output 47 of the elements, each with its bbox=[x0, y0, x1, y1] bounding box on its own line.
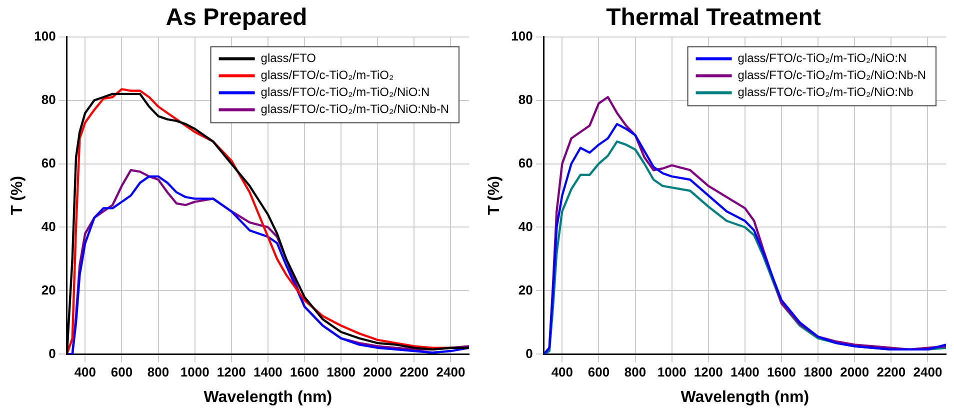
x-tick-label: 800 bbox=[147, 364, 170, 380]
y-tick-label: 80 bbox=[41, 92, 56, 107]
x-tick-label: 2000 bbox=[363, 364, 392, 380]
x-tick-label: 1000 bbox=[180, 364, 210, 380]
legend-label: glass/FTO/c-TiO₂/m-TiO₂/NiO:N bbox=[738, 51, 907, 66]
y-tick-label: 60 bbox=[41, 155, 56, 170]
legend-label: glass/FTO/c-TiO₂/m-TiO₂/NiO:N bbox=[260, 85, 430, 100]
legend-label: glass/FTO/c-TiO₂/m-TiO₂/NiO:Nb-N bbox=[260, 102, 449, 116]
chart-title: Thermal Treatment bbox=[606, 4, 821, 32]
legend-label: glass/FTO/c-TiO₂/m-TiO₂ bbox=[260, 68, 394, 82]
x-tick-label: 2400 bbox=[913, 364, 942, 380]
x-tick-label: 1000 bbox=[657, 364, 686, 380]
x-tick-label: 1800 bbox=[326, 364, 356, 380]
x-tick-label: 1600 bbox=[290, 364, 319, 380]
x-tick-label: 1400 bbox=[730, 364, 760, 380]
x-axis-title: Wavelength (nm) bbox=[204, 388, 332, 406]
y-tick-label: 60 bbox=[518, 155, 533, 170]
x-tick-label: 2000 bbox=[840, 364, 870, 380]
y-tick-label: 100 bbox=[511, 28, 533, 44]
x-tick-label: 400 bbox=[74, 364, 96, 380]
legend-label: glass/FTO bbox=[260, 51, 316, 66]
x-tick-label: 1600 bbox=[767, 364, 796, 380]
x-tick-label: 1200 bbox=[694, 364, 723, 380]
y-tick-label: 40 bbox=[518, 218, 533, 234]
x-tick-label: 800 bbox=[624, 364, 646, 380]
x-tick-label: 400 bbox=[551, 364, 574, 380]
x-tick-label: 600 bbox=[588, 364, 610, 380]
y-tick-label: 80 bbox=[518, 92, 533, 107]
x-tick-label: 1400 bbox=[253, 364, 282, 380]
x-tick-label: 2200 bbox=[876, 364, 906, 380]
y-tick-label: 20 bbox=[518, 282, 533, 298]
y-tick-label: 100 bbox=[34, 28, 56, 44]
legend-label: glass/FTO/c-TiO₂/m-TiO₂/NiO:Nb-N bbox=[738, 68, 926, 82]
x-tick-label: 2400 bbox=[436, 364, 466, 380]
x-tick-label: 1200 bbox=[216, 364, 246, 380]
y-tick-label: 20 bbox=[41, 282, 56, 298]
y-axis-title: T (%) bbox=[9, 176, 26, 216]
y-tick-label: 0 bbox=[48, 346, 56, 361]
y-tick-label: 40 bbox=[41, 218, 56, 234]
x-axis-title: Wavelength (nm) bbox=[680, 388, 810, 406]
x-tick-label: 600 bbox=[110, 364, 133, 380]
x-tick-label: 1800 bbox=[804, 364, 833, 380]
chart-title: As Prepared bbox=[166, 4, 308, 32]
y-axis-title: T (%) bbox=[486, 176, 504, 216]
y-tick-label: 0 bbox=[526, 346, 533, 361]
legend-label: glass/FTO/c-TiO₂/m-TiO₂/NiO:Nb bbox=[738, 85, 914, 100]
x-tick-label: 2200 bbox=[400, 364, 429, 380]
